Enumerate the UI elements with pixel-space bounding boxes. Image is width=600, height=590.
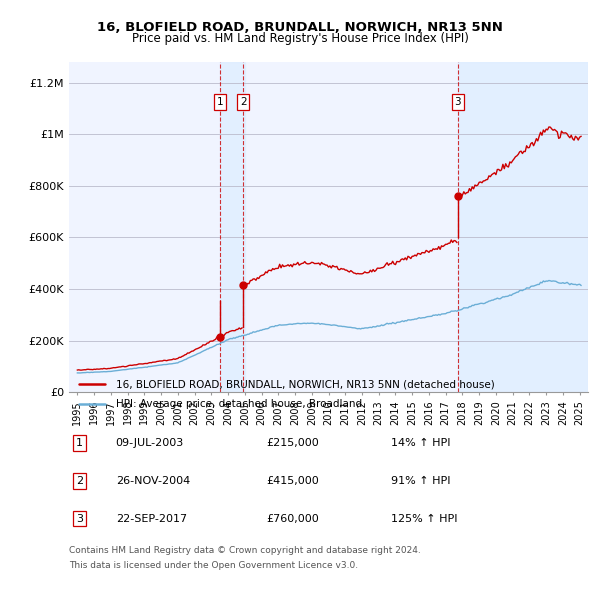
Text: 09-JUL-2003: 09-JUL-2003	[116, 438, 184, 448]
Text: 16, BLOFIELD ROAD, BRUNDALL, NORWICH, NR13 5NN (detached house): 16, BLOFIELD ROAD, BRUNDALL, NORWICH, NR…	[116, 379, 494, 389]
Text: 3: 3	[76, 514, 83, 523]
Text: 22-SEP-2017: 22-SEP-2017	[116, 514, 187, 523]
Text: 26-NOV-2004: 26-NOV-2004	[116, 476, 190, 486]
Text: 2: 2	[76, 476, 83, 486]
Text: 1: 1	[76, 438, 83, 448]
Text: 14% ↑ HPI: 14% ↑ HPI	[391, 438, 450, 448]
Bar	[220, 62, 245, 392]
Text: Price paid vs. HM Land Registry's House Price Index (HPI): Price paid vs. HM Land Registry's House …	[131, 32, 469, 45]
Text: HPI: Average price, detached house, Broadland: HPI: Average price, detached house, Broa…	[116, 399, 362, 408]
Text: 2: 2	[240, 97, 247, 107]
Bar	[458, 62, 588, 392]
Text: Contains HM Land Registry data © Crown copyright and database right 2024.: Contains HM Land Registry data © Crown c…	[69, 546, 421, 555]
Text: £760,000: £760,000	[266, 514, 319, 523]
Text: 16, BLOFIELD ROAD, BRUNDALL, NORWICH, NR13 5NN: 16, BLOFIELD ROAD, BRUNDALL, NORWICH, NR…	[97, 21, 503, 34]
Text: 91% ↑ HPI: 91% ↑ HPI	[391, 476, 450, 486]
Text: 125% ↑ HPI: 125% ↑ HPI	[391, 514, 457, 523]
Text: £415,000: £415,000	[266, 476, 319, 486]
Text: This data is licensed under the Open Government Licence v3.0.: This data is licensed under the Open Gov…	[69, 560, 358, 569]
Text: 3: 3	[454, 97, 461, 107]
Text: 1: 1	[217, 97, 223, 107]
Text: £215,000: £215,000	[266, 438, 319, 448]
